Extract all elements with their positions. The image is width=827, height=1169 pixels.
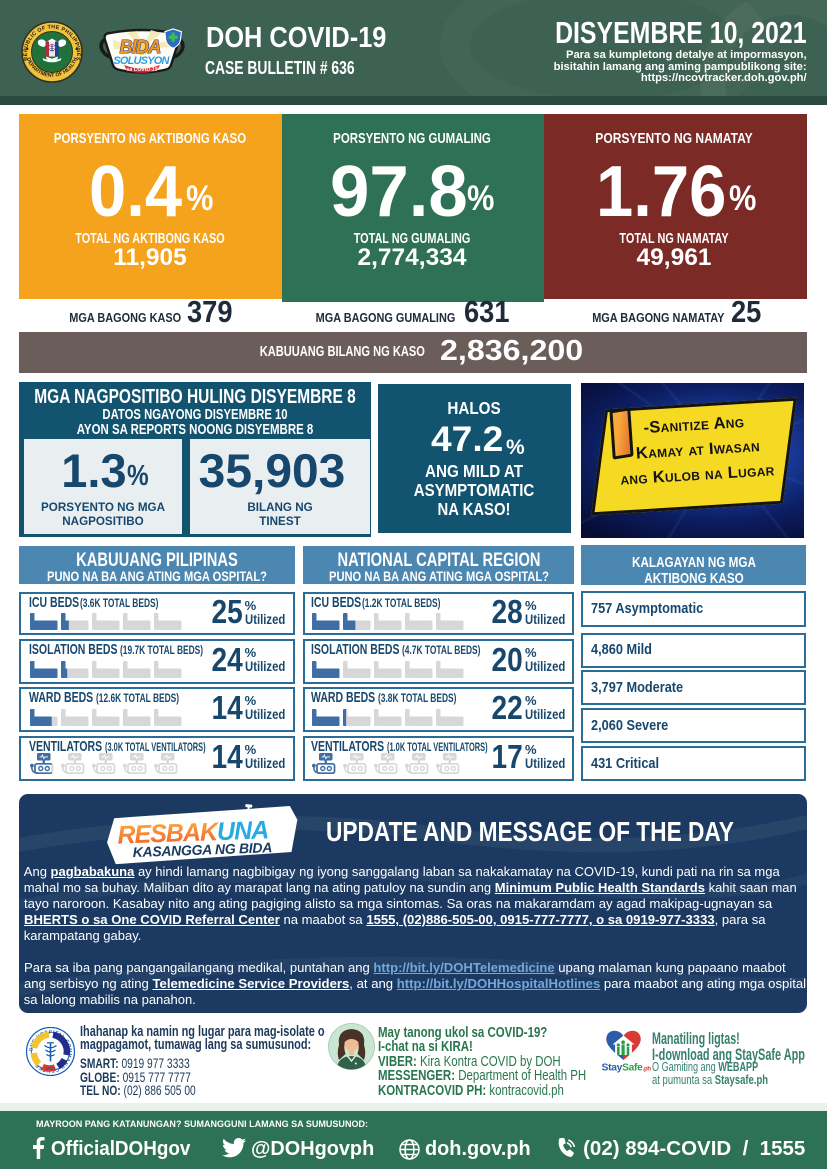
svg-text:SOLUSYON: SOLUSYON — [113, 55, 170, 67]
svg-text:KASANGGA NG BIDA: KASANGGA NG BIDA — [132, 839, 272, 860]
svg-text:BIDA: BIDA — [120, 37, 161, 57]
svg-text:sa COVID-19: sa COVID-19 — [126, 67, 157, 73]
svg-text:RESBAKUNA: RESBAKUNA — [117, 816, 269, 850]
svg-text:StaySafe.ph: StaySafe.ph — [602, 1063, 652, 1074]
svg-text:2020: 2020 — [45, 1066, 56, 1071]
